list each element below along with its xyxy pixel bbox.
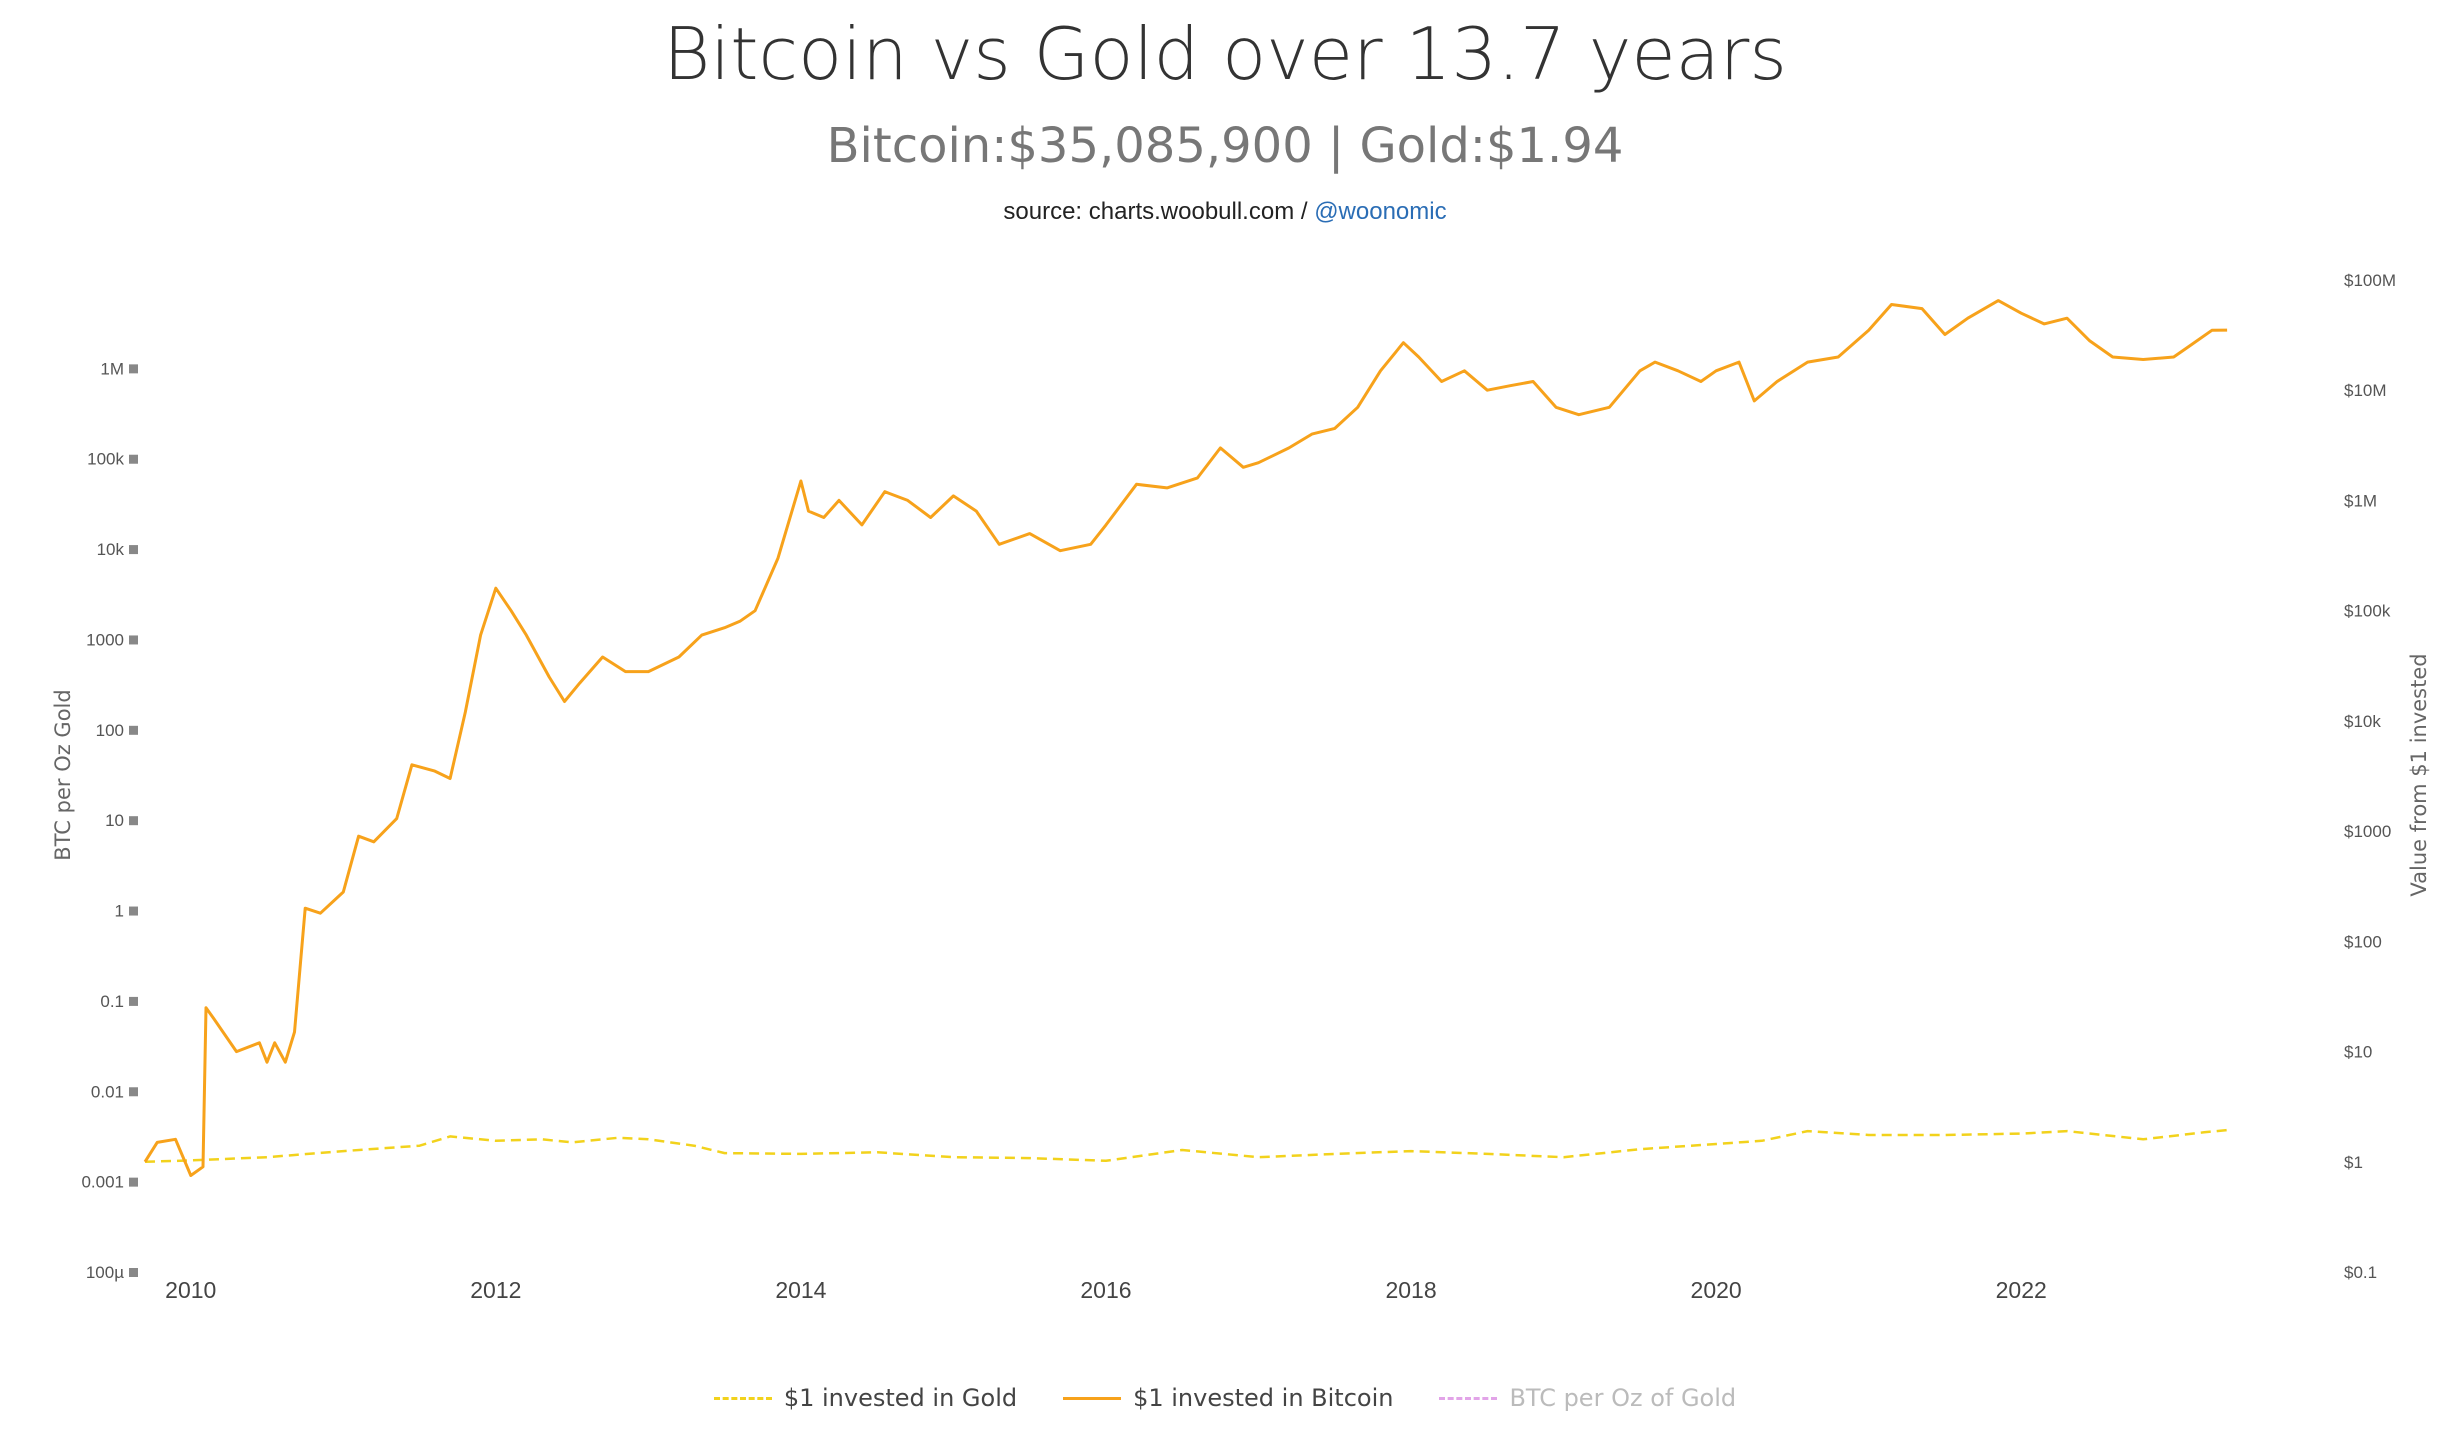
legend-item-btc-per-oz[interactable]: BTC per Oz of Gold: [1439, 1384, 1736, 1412]
left-tick-mark: [129, 725, 138, 735]
left-tick-mark: [129, 1268, 138, 1277]
left-axis-ticks: 100µ 0.001 0.01 0.1 1 10 100 1000 10k 100k 1M: [81, 359, 138, 1282]
source-text: source: charts.woobull.com /: [1003, 198, 1308, 225]
series-line-0: [144, 1128, 2228, 1164]
legend-swatch-bitcoin: [1063, 1396, 1122, 1400]
series-line-1: [143, 299, 2228, 1177]
left-tick-mark: [129, 454, 138, 464]
x-tick-label: 2016: [1080, 1277, 1131, 1303]
left-tick-label: 10k: [97, 540, 125, 559]
left-tick-label: 1: [115, 902, 124, 921]
right-tick-label: $100k: [2344, 602, 2391, 621]
legend-swatch-gold: [713, 1396, 772, 1400]
legend-label-btc-per-oz: BTC per Oz of Gold: [1509, 1384, 1737, 1412]
left-tick-label: 0.001: [81, 1173, 124, 1192]
legend-label-gold: $1 invested in Gold: [783, 1384, 1018, 1412]
x-tick-label: 2022: [1996, 1277, 2047, 1303]
chart-subtitle: Bitcoin:$35,085,900 | Gold:$1.94: [826, 118, 1624, 174]
x-tick-label: 2014: [775, 1277, 826, 1303]
right-tick-label: $10M: [2344, 381, 2387, 400]
x-axis-ticks: 2010 2012 2014 2016 2018 2020 2022: [165, 1277, 2047, 1303]
right-tick-label: $1000: [2344, 822, 2391, 841]
left-tick-mark: [129, 996, 138, 1006]
left-tick-mark: [129, 906, 138, 916]
legend-swatch-btc-per-oz: [1439, 1396, 1498, 1400]
x-tick-label: 2010: [165, 1277, 216, 1303]
left-tick-mark: [129, 1087, 138, 1097]
source-handle-link[interactable]: @woonomic: [1314, 198, 1447, 225]
left-tick-label: 1M: [100, 359, 124, 378]
right-tick-label: $100: [2344, 932, 2382, 951]
right-tick-label: $100M: [2344, 271, 2396, 290]
legend: $1 invested in Gold $1 invested in Bitco…: [0, 1384, 2450, 1412]
right-tick-label: $1M: [2344, 491, 2377, 510]
left-tick-label: 0.1: [100, 992, 124, 1011]
left-tick-label: 100µ: [86, 1263, 124, 1282]
left-tick-mark: [129, 816, 138, 826]
left-tick-mark: [129, 364, 138, 374]
source-line: source: charts.woobull.com / @woonomic: [0, 198, 2450, 226]
legend-item-bitcoin[interactable]: $1 invested in Bitcoin: [1063, 1384, 1393, 1412]
left-tick-mark: [129, 1177, 138, 1187]
left-tick-label: 100: [96, 721, 124, 740]
x-tick-label: 2012: [470, 1277, 521, 1303]
x-tick-label: 2018: [1385, 1277, 1436, 1303]
x-tick-label: 2020: [1691, 1277, 1742, 1303]
left-tick-label: 10: [105, 811, 124, 830]
right-tick-label: $10: [2344, 1043, 2372, 1062]
legend-label-bitcoin: $1 invested in Bitcoin: [1133, 1384, 1394, 1412]
left-tick-label: 0.01: [91, 1082, 124, 1101]
left-axis-label: BTC per Oz Gold: [51, 689, 75, 860]
left-tick-label: 100k: [87, 450, 124, 469]
right-axis-ticks: $0.1 $1 $10 $100 $1000 $10k $100k $1M $10M $100M: [2344, 271, 2396, 1282]
left-tick-mark: [129, 545, 138, 555]
legend-item-gold[interactable]: $1 invested in Gold: [713, 1384, 1018, 1412]
right-tick-label: $0.1: [2344, 1263, 2377, 1282]
right-tick-label: $1: [2344, 1153, 2363, 1172]
series-lines: [143, 299, 2228, 1177]
right-tick-label: $10k: [2344, 712, 2381, 731]
chart-title: Bitcoin vs Gold over 13.7 years: [663, 12, 1787, 96]
right-axis-label: Value from $1 invested: [2407, 653, 2431, 896]
left-tick-mark: [129, 635, 138, 645]
left-tick-label: 1000: [86, 630, 124, 649]
